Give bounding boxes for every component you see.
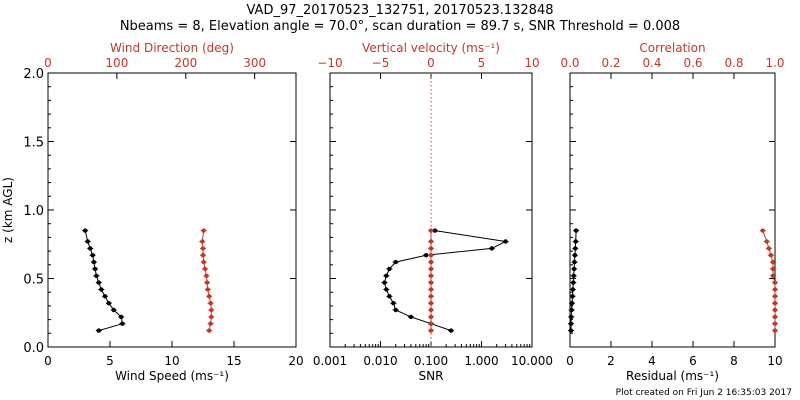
x-bottom-tick-label: 0 (566, 354, 574, 368)
y-tick-label: 2.0 (23, 67, 44, 82)
y-tick-label: 1.0 (23, 204, 44, 219)
chart-subtitle: Nbeams = 8, Elevation angle = 70.0°, sca… (119, 19, 681, 34)
x-bottom-tick-label: 4 (648, 354, 656, 368)
x-top-tick-label: 0 (44, 56, 52, 70)
x-top-tick-label: 10 (524, 56, 539, 70)
x-bottom-tick-label: 0 (44, 354, 52, 368)
y-tick-label: 0.0 (23, 341, 44, 356)
y-axis-label: z (km AGL) (1, 177, 15, 243)
panel-1-series-1-line (84, 230, 123, 332)
x-top-axis-label: Correlation (639, 41, 705, 55)
x-bottom-tick-label: 0.010 (363, 354, 397, 368)
x-bottom-tick-label: 10.000 (511, 354, 553, 368)
x-top-axis-label: Vertical velocity (ms⁻¹) (362, 41, 500, 55)
panel-3-frame (569, 72, 776, 348)
x-top-tick-label: 0.2 (601, 56, 620, 70)
x-bottom-tick-label: 1.000 (464, 354, 498, 368)
x-top-tick-label: −5 (372, 56, 390, 70)
x-bottom-tick-label: 2 (607, 354, 615, 368)
x-bottom-tick-label: 15 (226, 354, 241, 368)
x-top-tick-label: 0.4 (642, 56, 661, 70)
x-bottom-axis-label: Wind Speed (ms⁻¹) (115, 369, 229, 383)
x-top-tick-label: 0.8 (724, 56, 743, 70)
x-top-tick-label: 5 (478, 56, 486, 70)
panel-2-series-1-line (383, 230, 508, 332)
x-bottom-tick-label: 0.001 (313, 354, 347, 368)
x-bottom-tick-label: 10 (164, 354, 179, 368)
x-top-axis-label: Wind Direction (deg) (110, 41, 234, 55)
x-top-tick-label: 300 (243, 56, 266, 70)
x-top-tick-label: 100 (105, 56, 128, 70)
panel-3-series-2-line (762, 230, 776, 331)
x-top-tick-label: 0.0 (560, 56, 579, 70)
y-tick-label: 0.5 (23, 273, 44, 288)
x-bottom-tick-label: 8 (730, 354, 738, 368)
panel-1-frame (47, 72, 297, 348)
x-bottom-tick-label: 0.100 (414, 354, 448, 368)
x-top-tick-label: 1.0 (765, 56, 784, 70)
x-bottom-axis-label: Residual (ms⁻¹) (626, 369, 719, 383)
x-bottom-tick-label: 10 (767, 354, 782, 368)
chart-title: VAD_97_20170523_132751, 20170523.132848 (246, 3, 554, 18)
x-bottom-tick-label: 5 (106, 354, 114, 368)
x-top-tick-label: 200 (174, 56, 197, 70)
x-bottom-axis-label: SNR (419, 369, 444, 383)
x-top-tick-label: 0.6 (683, 56, 702, 70)
x-bottom-tick-label: 20 (288, 354, 303, 368)
y-tick-label: 1.5 (23, 136, 44, 151)
x-top-tick-label: 0 (427, 56, 435, 70)
x-bottom-tick-label: 6 (689, 354, 697, 368)
x-top-tick-label: −10 (317, 56, 342, 70)
plot-footer: Plot created on Fri Jun 2 16:35:03 2017 (615, 388, 792, 398)
